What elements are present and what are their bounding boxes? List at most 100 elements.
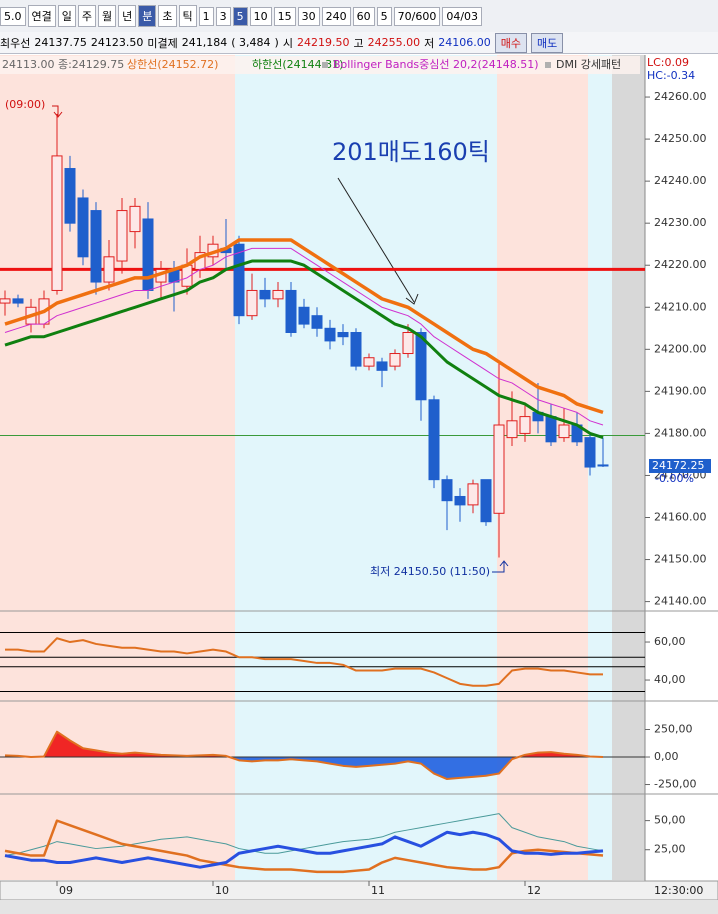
open-time: (09:00) [5,98,45,111]
candle-body [272,289,284,300]
session-bg [235,55,497,880]
y-tick-label: 50,00 [654,814,686,827]
y-tick-label: 24160.00 [654,511,707,524]
indicator-line [4,830,604,869]
area-segment [356,757,369,767]
toolbar-button[interactable]: 60 [352,6,375,26]
candle-body [519,416,531,434]
toolbar-button[interactable]: 70/600 [393,6,441,26]
info-item: ) [274,36,279,49]
note-arrow [337,177,415,303]
legend-swatch [545,62,551,68]
y-tick-label: 24200.00 [654,342,707,355]
band-line [4,259,604,440]
area-segment [460,757,473,778]
toolbar-button[interactable]: 일 [57,5,76,27]
legend-swatch [322,62,328,68]
toolbar-button[interactable]: 월 [98,5,117,27]
toolbar-button[interactable]: 연결 [27,5,56,27]
toolbar-button[interactable]: 틱 [178,5,197,27]
toolbar-button[interactable]: 15 [273,6,296,26]
candle-body [376,361,388,371]
legend-lower: 하한선(24144.31) [252,57,343,71]
indicator-line [4,730,604,781]
candle-body [350,332,362,367]
area-segment [343,757,356,767]
x-tick-label: 09 [59,884,73,897]
candle-body [467,483,479,506]
buy-button[interactable]: 매수 [494,32,527,53]
info-item: 고 [353,36,364,50]
area-segment [57,731,70,758]
candle-body [545,416,557,443]
toolbar-button[interactable]: 04/03 [442,6,483,26]
y-tick-label: 24220.00 [654,258,707,271]
note: 201매도160틱 [332,138,490,166]
candle-body [246,289,258,317]
candle-body [285,289,297,334]
toolbar-button[interactable]: 5 [376,6,392,26]
y-tick-label: 60,00 [654,635,686,648]
legend-prev: 24113.00 종:24129.75 [2,58,124,71]
candle-body [441,479,453,502]
lc: LC:0.09 [647,56,689,69]
candle-body [90,210,102,283]
toolbar-button[interactable]: 년 [118,5,137,27]
info-item: 24123.50 [90,36,144,49]
y-tick-label: 24150.00 [654,553,707,566]
candle-body [129,205,141,233]
info-item: 24255.00 [367,36,421,49]
area-segment [421,757,434,774]
scrollbar[interactable] [0,900,718,914]
y-tick-label: 24250.00 [654,132,707,145]
y-tick-label: 24210.00 [654,300,707,313]
candle-body [259,289,271,300]
toolbar-button[interactable]: 240 [321,6,351,26]
x-tick-label: 12 [527,884,541,897]
sell-button[interactable]: 매도 [530,32,564,53]
arrow [492,560,509,573]
info-item: 241,184 [181,36,228,49]
candle-body [324,327,336,342]
x-tick-label: 10 [215,884,229,897]
candle-body [116,210,128,262]
toolbar-button[interactable]: 주 [77,5,96,27]
y-tick-label: 250,00 [654,723,693,736]
toolbar-button[interactable]: 5.0 [0,6,26,26]
band-line [4,238,604,415]
plot-layer [0,113,645,874]
area-segment [486,757,499,776]
y-tick-label: 24230.00 [654,216,707,229]
session-bg [497,55,588,880]
toolbar-button[interactable]: 분 [138,5,157,27]
indicator-line [5,637,603,687]
info-item: 24106.00 [438,36,491,49]
axis-bg [645,55,718,900]
toolbar-button[interactable]: 5 [232,6,248,26]
candle-body [64,168,76,224]
candle-body [402,332,414,355]
toolbar-button[interactable]: 1 [198,6,214,26]
candle-body [415,332,427,401]
legend-upper: 상한선(24152.72) [127,58,218,71]
area-segment [70,740,83,758]
price-label: 24172.25 [652,459,705,472]
future-bg [612,55,645,880]
candle-body [454,495,466,506]
candle-body [298,306,310,325]
toolbar-button[interactable]: 3 [215,6,231,26]
y-tick-label: 24140.00 [654,595,707,608]
candle-body [389,353,401,367]
toolbar-button[interactable]: 초 [158,5,177,27]
area-segment [447,757,460,780]
toolbar-button[interactable]: 30 [297,6,320,26]
y-tick-label: 24190.00 [654,384,707,397]
band-line [4,247,604,426]
info-bar: 최우선 24137.75 24123.50 미결제 241,184( 3,484) 시 24… [0,32,718,54]
area-segment [369,757,382,766]
toolbar-button[interactable]: 10 [249,6,272,26]
low-note: 최저 24150.50 (11:50) [370,565,490,578]
session-bg [0,55,235,880]
note-arrow [405,293,419,305]
candle-body [597,464,609,467]
